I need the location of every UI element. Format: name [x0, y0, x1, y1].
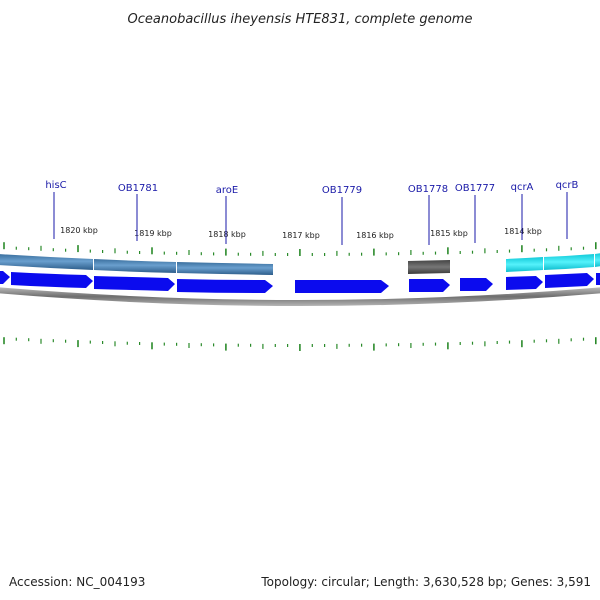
feature-qcrB	[544, 254, 594, 270]
cds-arrow-hisC	[11, 272, 93, 288]
gene-label-qcrA: qcrA	[511, 182, 534, 193]
genome-summary-text: Topology: circular; Length: 3,630,528 bp…	[261, 575, 591, 589]
gene-label-OB1779: OB1779	[322, 185, 362, 196]
feature-OB1778	[408, 260, 450, 274]
feature-aroE	[177, 262, 273, 275]
inner-tick-marks	[3, 337, 597, 351]
tick-labels: 1820 kbp 1819 kbp 1818 kbp 1817 kbp 1816…	[60, 226, 542, 240]
cds-arrow-edge	[596, 273, 600, 285]
gene-label-aroE: aroE	[216, 185, 238, 196]
cds-arrow-OB1777	[460, 278, 493, 291]
feature-OB1781	[94, 259, 176, 273]
tick-label-1816: 1816 kbp	[356, 231, 394, 240]
gene-label-OB1778: OB1778	[408, 184, 448, 195]
cds-arrow-OB1779	[295, 280, 389, 293]
tick-label-1819: 1819 kbp	[134, 229, 172, 238]
map-title: Oceanobacillus iheyensis HTE831, complet…	[128, 12, 473, 27]
feature-qcrA	[506, 257, 543, 272]
gene-labels: hisC OB1781 aroE OB1779 OB1778 OB1777 qc…	[45, 180, 579, 245]
feature-hisC	[0, 254, 93, 270]
accession-text: Accession: NC_004193	[9, 575, 146, 589]
tick-label-1818: 1818 kbp	[208, 230, 246, 239]
genome-backbone	[0, 287, 600, 306]
cds-arrow-1	[0, 271, 10, 284]
cds-arrow-qcrB	[545, 273, 594, 288]
gene-label-qcrB: qcrB	[556, 180, 579, 191]
cds-arrow-aroE	[177, 279, 273, 293]
cds-arrow-OB1781	[94, 276, 175, 291]
outer-tick-marks	[3, 242, 597, 256]
cds-arrows	[0, 271, 600, 293]
cds-arrow-qcrA	[506, 276, 543, 290]
cds-arrow-OB1778	[409, 279, 450, 292]
tick-label-1820: 1820 kbp	[60, 226, 98, 235]
tick-label-1817: 1817 kbp	[282, 231, 320, 240]
tick-label-1814: 1814 kbp	[504, 227, 542, 236]
feature-edge	[595, 253, 600, 267]
gene-label-OB1777: OB1777	[455, 183, 495, 194]
gene-label-OB1781: OB1781	[118, 183, 158, 194]
feature-band	[0, 253, 600, 275]
tick-label-1815: 1815 kbp	[430, 229, 468, 238]
gene-label-hisC: hisC	[45, 180, 66, 191]
